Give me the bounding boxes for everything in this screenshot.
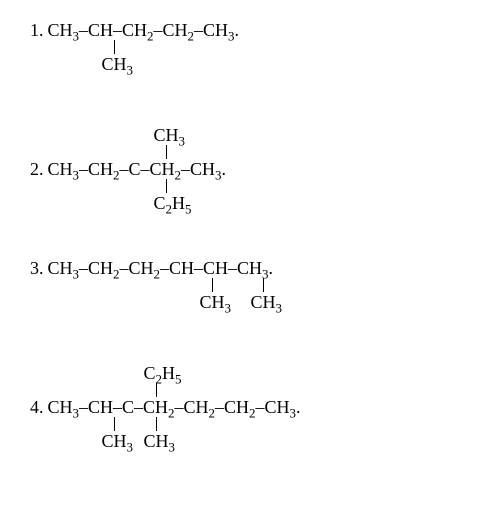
formula-structure: CH3–CH2–CH2–CH–CH–CH3.CH3CH3: [48, 258, 274, 279]
formula-item-2: 2.CH3–CH2–C–CH2–CH3.CH3C2H5: [30, 119, 470, 220]
branch-label: CH3: [251, 292, 283, 313]
main-chain: CH3–CH2–C–CH2–CH3.: [48, 159, 227, 179]
branch-label: C2H5: [154, 193, 192, 214]
item-number: 3.: [30, 258, 44, 279]
formula-structure: CH3–CH–CH2–CH2–CH3.CH3: [48, 20, 240, 41]
main-chain: CH3–CH–C–CH2–CH2–CH2–CH3.: [48, 397, 301, 417]
main-chain: CH3–CH2–CH2–CH–CH–CH3.: [48, 258, 274, 278]
formula-item-1: 1.CH3–CH–CH2–CH2–CH3.CH3: [30, 20, 470, 81]
item-number: 4.: [30, 397, 44, 418]
branch-label: CH3: [200, 292, 232, 313]
branch-label: CH3: [102, 54, 134, 75]
branch-label: CH3: [154, 125, 186, 146]
formula-item-4: 4.CH3–CH–C–CH2–CH2–CH2–CH3.C2H5CH3CH3: [30, 357, 470, 458]
formula-structure: CH3–CH2–C–CH2–CH3.CH3C2H5: [48, 159, 227, 180]
branch-label: C2H5: [144, 363, 182, 384]
vertical-bond: [263, 278, 264, 292]
item-number: 2.: [30, 159, 44, 180]
vertical-bond: [166, 145, 167, 159]
item-number: 1.: [30, 20, 44, 41]
vertical-bond: [114, 417, 115, 431]
main-chain: CH3–CH–CH2–CH2–CH3.: [48, 20, 240, 40]
branch-label: CH3: [102, 431, 134, 452]
vertical-bond: [156, 417, 157, 431]
vertical-bond: [114, 40, 115, 54]
vertical-bond: [212, 278, 213, 292]
branch-label: CH3: [144, 431, 176, 452]
formula-item-3: 3.CH3–CH2–CH2–CH–CH–CH3.CH3CH3: [30, 258, 470, 319]
formula-structure: CH3–CH–C–CH2–CH2–CH2–CH3.C2H5CH3CH3: [48, 397, 301, 418]
vertical-bond: [166, 179, 167, 193]
